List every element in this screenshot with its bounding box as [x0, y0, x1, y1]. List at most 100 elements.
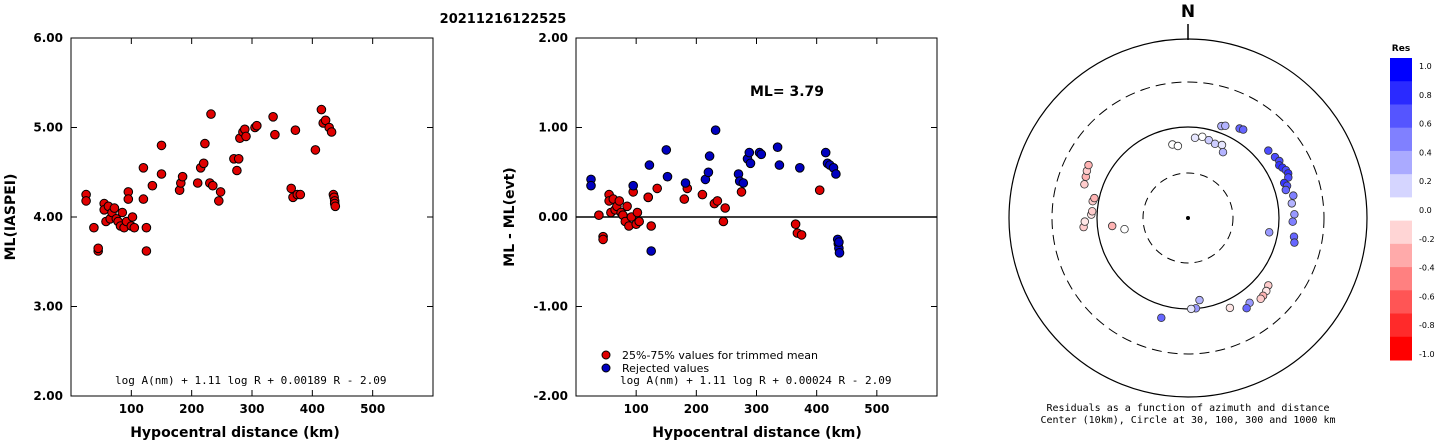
data-point: [241, 131, 251, 142]
residual-point: [1210, 139, 1220, 148]
data-point: [820, 147, 831, 158]
x-tick-label: 100: [624, 402, 649, 416]
residual-point: [1256, 294, 1265, 303]
data-point: [586, 180, 596, 191]
colorbar-tick-label: 1.0: [1419, 62, 1432, 71]
colorbar-cell: [1390, 220, 1412, 245]
residual-point: [1080, 180, 1089, 189]
formula-label: log A(nm) + 1.11 log R + 0.00024 R - 2.0…: [620, 374, 892, 387]
colorbar-tick-label: -1.0: [1419, 350, 1435, 359]
data-point: [326, 127, 337, 137]
data-point: [834, 237, 844, 247]
colorbar-cell: [1390, 243, 1412, 268]
data-point: [200, 138, 210, 149]
residual-point: [1284, 173, 1293, 182]
legend-marker-red: [601, 350, 611, 360]
residual-point: [1281, 185, 1290, 195]
colorbar-tick-label: -0.2: [1419, 235, 1435, 244]
data-point: [123, 194, 134, 204]
residual-polar-plot: N Residuals as a function of azimuth and…: [1008, 2, 1368, 426]
residual-point: [1157, 313, 1166, 322]
data-point: [644, 160, 655, 170]
data-point: [156, 169, 167, 179]
y-tick-label: 6.00: [33, 31, 63, 45]
legend-label-trimmed: 25%-75% values for trimmed mean: [622, 349, 818, 362]
colorbar-tick-label: 0.2: [1419, 177, 1432, 186]
residual-point: [1287, 199, 1296, 208]
north-label: N: [1181, 2, 1195, 22]
colorbar-cell: [1390, 197, 1412, 222]
residual-point: [1288, 217, 1297, 226]
residual-point: [1173, 141, 1183, 151]
data-point: [680, 178, 691, 188]
data-point: [594, 210, 604, 220]
residual-point: [1238, 125, 1248, 134]
residual-point: [1290, 210, 1299, 219]
residual-point: [1264, 146, 1273, 155]
data-point: [208, 180, 218, 191]
colorbar-tick-label: -0.6: [1419, 292, 1435, 301]
data-point: [109, 203, 120, 213]
colorbar-cell: [1390, 150, 1412, 175]
data-point: [198, 158, 209, 169]
residual-point: [1190, 133, 1200, 142]
data-point: [831, 169, 841, 179]
residual-point: [1264, 228, 1274, 237]
data-point: [286, 183, 297, 194]
y-axis-label: ML(IASPEI): [3, 174, 19, 261]
residual-point: [1242, 304, 1251, 313]
colorbar-cell: [1390, 336, 1412, 361]
data-point: [703, 167, 714, 178]
residual-point: [1107, 221, 1117, 231]
data-point: [738, 178, 749, 188]
x-tick-label: 200: [684, 402, 709, 416]
data-point: [697, 189, 708, 200]
data-point: [646, 246, 657, 256]
data-point: [628, 180, 639, 191]
data-point: [712, 196, 723, 206]
data-point: [233, 154, 244, 164]
x-tick-label: 200: [179, 402, 204, 416]
data-point: [622, 201, 632, 212]
colorbar-tick-label: -0.4: [1419, 264, 1435, 273]
data-point: [330, 201, 341, 212]
data-point: [718, 216, 729, 227]
data-point: [646, 221, 657, 231]
colorbar-cell: [1390, 58, 1412, 82]
ml-residual-chart: 100 200 300 400 500 -2.00 -1.00 0.00 1.00 2.00 M…: [502, 31, 938, 441]
residual-point: [1186, 304, 1196, 314]
data-point: [614, 196, 625, 206]
data-point: [774, 160, 785, 170]
y-tick-label: 2.00: [33, 389, 63, 403]
colorbar-cell: [1390, 290, 1412, 315]
ml-iaspei-chart: 100 200 300 400 500 2.00 3.00 4.00 5.00 6.00 Hyp…: [3, 31, 434, 441]
residual-point: [1217, 140, 1227, 150]
residual-point: [1080, 217, 1089, 226]
x-tick-label: 500: [360, 402, 385, 416]
residual-point: [1084, 160, 1093, 170]
data-point: [268, 112, 278, 122]
center-dot: [1186, 216, 1190, 220]
data-point: [93, 243, 103, 254]
polar-caption-line1: Residuals as a function of azimuth and d…: [1047, 403, 1330, 414]
y-tick-label: -2.00: [533, 389, 568, 403]
data-point: [138, 163, 149, 173]
data-point: [141, 222, 152, 233]
data-point: [215, 187, 226, 197]
data-point: [316, 104, 327, 115]
ring-300km: [1051, 81, 1325, 355]
colorbar-title: Res: [1392, 44, 1410, 54]
residual-point: [1289, 191, 1298, 200]
data-point: [662, 171, 673, 182]
x-tick-label: 300: [239, 402, 264, 416]
colorbar-cell: [1390, 104, 1412, 129]
y-tick-label: 2.00: [538, 31, 568, 45]
residual-point: [1225, 303, 1235, 313]
ring-1000km: [1008, 38, 1368, 398]
y-tick-label: 5.00: [33, 121, 63, 135]
data-point: [834, 248, 845, 258]
colorbar-cell: [1390, 267, 1412, 291]
data-point: [156, 140, 167, 151]
data-point: [796, 230, 807, 240]
